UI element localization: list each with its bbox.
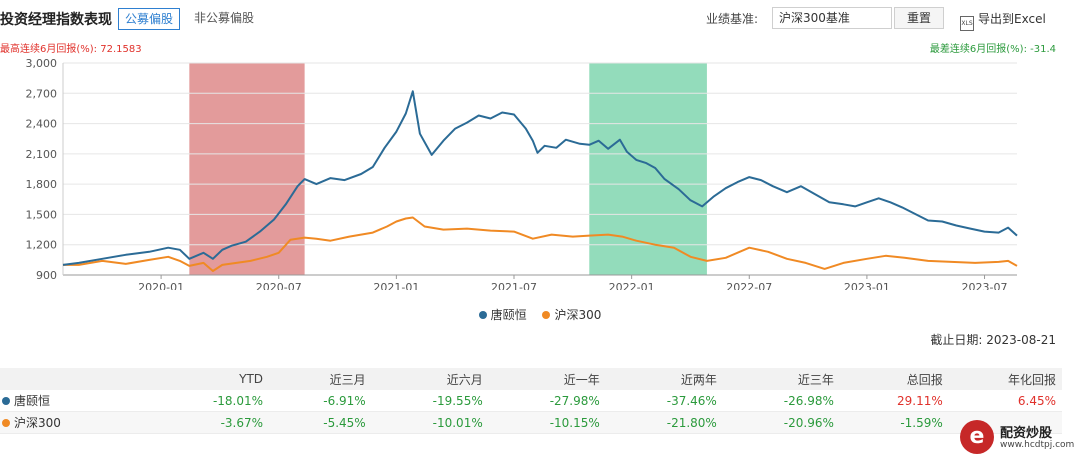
x-tick-label: 2021-01 <box>373 281 419 290</box>
table-header-row: YTD 近三月 近六月 近一年 近两年 近三年 总回报 年化回报 <box>0 368 1062 390</box>
benchmark-select[interactable]: 沪深300基准 <box>772 7 892 29</box>
cell-annual: 6.45% <box>948 390 1062 412</box>
row-name-cell: 唐颐恒 <box>0 390 152 412</box>
export-excel-button[interactable]: XLS 导出到Excel <box>960 10 1046 31</box>
table-row: 唐颐恒 -18.01% -6.91% -19.55% -27.98% -37.4… <box>0 390 1062 412</box>
col-header-total: 总回报 <box>839 368 949 390</box>
cell-ytd: -18.01% <box>152 390 270 412</box>
y-tick-label: 900 <box>36 269 57 282</box>
x-tick-label: 2020-07 <box>256 281 302 290</box>
reset-button[interactable]: 重置 <box>894 7 944 29</box>
legend-dot-icon <box>478 311 487 319</box>
series-line-1 <box>63 216 1018 272</box>
x-tick-label: 2023-01 <box>844 281 890 290</box>
y-tick-label: 3,000 <box>26 57 58 70</box>
series-line-0 <box>62 90 1018 266</box>
cell-3m: -5.45% <box>269 411 372 434</box>
row-name: 唐颐恒 <box>14 394 51 408</box>
watermark: e 配资炒股 www.hcdtpj.com <box>960 418 1078 456</box>
cell-1y: -27.98% <box>488 390 606 412</box>
cell-ytd: -3.67% <box>152 411 270 434</box>
cell-3y: -20.96% <box>722 411 840 434</box>
row-name-cell: 沪深300 <box>0 411 152 434</box>
y-tick-label: 2,700 <box>26 87 58 100</box>
x-tick-label: 2021-07 <box>491 281 537 290</box>
excel-icon: XLS <box>960 16 974 31</box>
export-excel-label: 导出到Excel <box>978 12 1046 26</box>
legend-item-tangyiheng[interactable]: 唐颐恒 <box>478 306 527 323</box>
cell-2y: -21.80% <box>605 411 723 434</box>
col-header-ytd: YTD <box>152 368 270 390</box>
series-dot-icon <box>2 397 10 405</box>
x-tick-label: 2023-07 <box>962 281 1008 290</box>
y-tick-label: 2,400 <box>26 118 58 131</box>
tab-public-equity[interactable]: 公募偏股 <box>118 8 181 30</box>
best-6m-return: 最高连续6月回报(%): 72.1583 <box>0 44 142 55</box>
cell-total: -1.59% <box>839 411 949 434</box>
watermark-title: 配资炒股 <box>1000 426 1053 441</box>
benchmark-label: 业绩基准: <box>706 12 759 26</box>
cell-total: 29.11% <box>839 390 949 412</box>
col-header-2y: 近两年 <box>605 368 723 390</box>
col-header-annual: 年化回报 <box>948 368 1062 390</box>
series-dot-icon <box>2 419 10 427</box>
y-tick-label: 1,200 <box>26 239 58 252</box>
col-header-3m: 近三月 <box>269 368 372 390</box>
cell-2y: -37.46% <box>605 390 723 412</box>
worst-6m-return: 最差连续6月回报(%): -31.4 <box>929 44 1056 55</box>
returns-table: YTD 近三月 近六月 近一年 近两年 近三年 总回报 年化回报 唐颐恒 -18… <box>0 368 1062 434</box>
tab-non-public-equity[interactable]: 非公募偏股 <box>194 11 255 25</box>
cell-6m: -19.55% <box>371 390 489 412</box>
row-name: 沪深300 <box>14 416 61 430</box>
highlight-band-1 <box>589 63 707 275</box>
watermark-logo-icon: e <box>960 420 994 454</box>
cell-6m: -10.01% <box>371 411 489 434</box>
col-header-1y: 近一年 <box>488 368 606 390</box>
performance-chart: 900 1,200 1,500 1,800 2,100 2,400 2,700 3,000 20… <box>26 57 1018 290</box>
chart-legend: 唐颐恒 沪深300 <box>0 306 1080 323</box>
table-row: 沪深300 -3.67% -5.45% -10.01% -10.15% -21.… <box>0 411 1062 434</box>
col-header-name <box>0 368 152 390</box>
x-tick-label: 2022-01 <box>609 281 655 290</box>
col-header-6m: 近六月 <box>371 368 489 390</box>
cell-3m: -6.91% <box>269 390 372 412</box>
watermark-url: www.hcdtpj.com <box>1000 440 1075 450</box>
y-tick-label: 1,500 <box>26 208 58 221</box>
page-title: 投资经理指数表现 <box>0 12 112 28</box>
as-of-date: 截止日期: 2023-08-21 <box>930 333 1056 347</box>
x-tick-label: 2022-07 <box>726 281 772 290</box>
legend-dot-icon <box>542 311 551 319</box>
y-tick-label: 1,800 <box>26 178 58 191</box>
legend-item-hs300[interactable]: 沪深300 <box>542 306 601 323</box>
legend-label: 沪深300 <box>554 308 602 322</box>
legend-label: 唐颐恒 <box>490 308 527 322</box>
header-bar: 投资经理指数表现 公募偏股 非公募偏股 业绩基准: 沪深300基准 重置 XLS… <box>0 0 1080 36</box>
col-header-3y: 近三年 <box>722 368 840 390</box>
cell-1y: -10.15% <box>488 411 606 434</box>
y-tick-label: 2,100 <box>26 148 58 161</box>
cell-3y: -26.98% <box>722 390 840 412</box>
x-tick-label: 2020-01 <box>138 281 184 290</box>
